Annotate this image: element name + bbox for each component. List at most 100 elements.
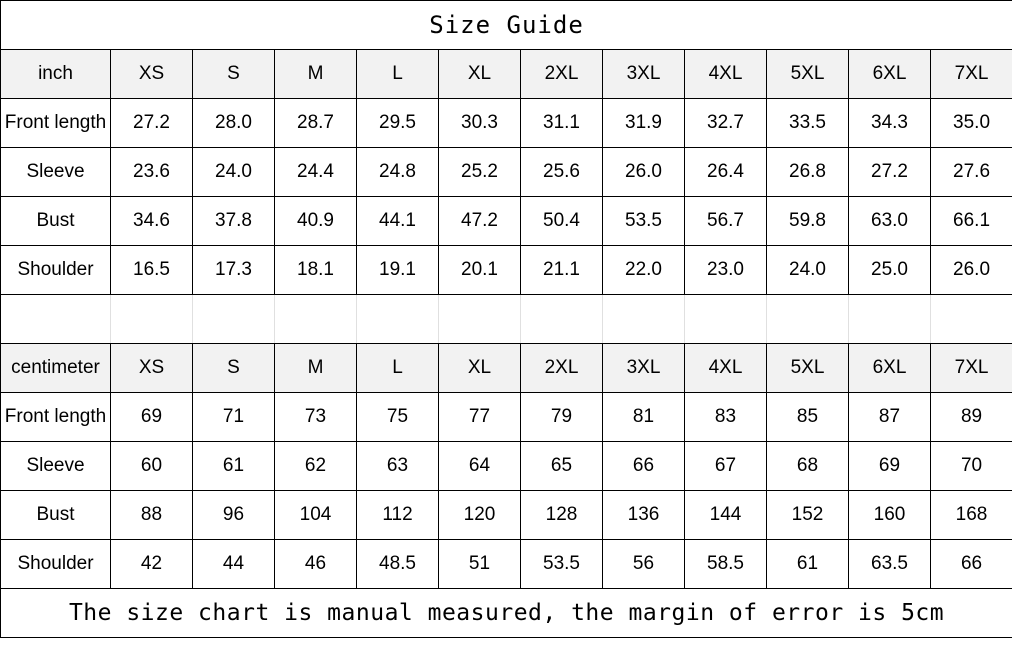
measurement-value: 44 <box>192 539 275 589</box>
measurement-value: 160 <box>848 490 931 540</box>
table-row: Bust 88 96 104 112 120 128 136 144 152 160 168 <box>0 490 1012 540</box>
measurement-value: 88 <box>110 490 193 540</box>
measurement-value: 136 <box>602 490 685 540</box>
table-row: Shoulder 16.5 17.3 18.1 19.1 20.1 21.1 22.0 23.0… <box>0 245 1012 295</box>
size-header: 7XL <box>929 49 1012 99</box>
measurement-value: 64 <box>438 441 521 491</box>
measurement-value: 62 <box>274 441 357 491</box>
title-row: Size Guide <box>0 0 1012 50</box>
measurement-label: Bust <box>0 196 111 246</box>
measurement-value: 40.9 <box>274 196 357 246</box>
size-header: S <box>192 343 275 393</box>
empty-cell <box>274 294 357 344</box>
measurement-value: 47.2 <box>438 196 521 246</box>
measurement-value: 68 <box>766 441 849 491</box>
measurement-value: 51 <box>438 539 521 589</box>
measurement-value: 22.0 <box>602 245 685 295</box>
measurement-value: 73 <box>274 392 357 442</box>
measurement-value: 31.1 <box>520 98 603 148</box>
measurement-value: 24.0 <box>766 245 849 295</box>
size-header: L <box>356 343 439 393</box>
measurement-label: Bust <box>0 490 111 540</box>
table-row: Shoulder 42 44 46 48.5 51 53.5 56 58.5 61 63.5 66 <box>0 539 1012 589</box>
measurement-value: 168 <box>929 490 1012 540</box>
measurement-value: 85 <box>766 392 849 442</box>
size-header: S <box>192 49 275 99</box>
measurement-label: Shoulder <box>0 245 111 295</box>
measurement-value: 23.6 <box>110 147 193 197</box>
table-row: Sleeve 60 61 62 63 64 65 66 67 68 69 70 <box>0 441 1012 491</box>
size-header: 3XL <box>602 49 685 99</box>
measurement-value: 152 <box>766 490 849 540</box>
inch-header-row: inch XS S M L XL 2XL 3XL 4XL 5XL 6XL 7XL <box>0 49 1012 99</box>
size-header: L <box>356 49 439 99</box>
measurement-value: 24.4 <box>274 147 357 197</box>
measurement-value: 37.8 <box>192 196 275 246</box>
measurement-value: 66.1 <box>929 196 1012 246</box>
table-title: Size Guide <box>0 0 1012 50</box>
measurement-value: 19.1 <box>356 245 439 295</box>
measurement-value: 21.1 <box>520 245 603 295</box>
empty-cell <box>602 294 685 344</box>
measurement-value: 65 <box>520 441 603 491</box>
empty-cell <box>684 294 767 344</box>
measurement-value: 28.0 <box>192 98 275 148</box>
size-header: XL <box>438 49 521 99</box>
measurement-value: 27.6 <box>929 147 1012 197</box>
measurement-value: 29.5 <box>356 98 439 148</box>
empty-cell <box>520 294 603 344</box>
measurement-value: 75 <box>356 392 439 442</box>
table-row: Front length 69 71 73 75 77 79 81 83 85 87 89 <box>0 392 1012 442</box>
size-header: XL <box>438 343 521 393</box>
empty-cell <box>766 294 849 344</box>
measurement-value: 96 <box>192 490 275 540</box>
measurement-value: 63 <box>356 441 439 491</box>
measurement-value: 48.5 <box>356 539 439 589</box>
measurement-value: 30.3 <box>438 98 521 148</box>
measurement-value: 25.0 <box>848 245 931 295</box>
measurement-value: 27.2 <box>848 147 931 197</box>
size-header: 2XL <box>520 49 603 99</box>
measurement-value: 26.0 <box>602 147 685 197</box>
footer-row: The size chart is manual measured, the m… <box>0 588 1012 638</box>
size-header: 5XL <box>766 343 849 393</box>
size-header: 2XL <box>520 343 603 393</box>
measurement-value: 60 <box>110 441 193 491</box>
measurement-value: 50.4 <box>520 196 603 246</box>
measurement-value: 26.0 <box>929 245 1012 295</box>
unit-label: inch <box>0 49 111 99</box>
size-header: 4XL <box>684 49 767 99</box>
measurement-value: 56 <box>602 539 685 589</box>
measurement-value: 120 <box>438 490 521 540</box>
measurement-value: 69 <box>848 441 931 491</box>
measurement-value: 89 <box>929 392 1012 442</box>
measurement-value: 28.7 <box>274 98 357 148</box>
measurement-value: 67 <box>684 441 767 491</box>
measurement-value: 24.0 <box>192 147 275 197</box>
measurement-value: 56.7 <box>684 196 767 246</box>
size-header: XS <box>110 49 193 99</box>
measurement-value: 83 <box>684 392 767 442</box>
measurement-label: Sleeve <box>0 147 111 197</box>
measurement-value: 112 <box>356 490 439 540</box>
spacer-row <box>0 294 1012 344</box>
size-header: M <box>274 343 357 393</box>
measurement-value: 128 <box>520 490 603 540</box>
measurement-label: Front length <box>0 98 111 148</box>
footer-note: The size chart is manual measured, the m… <box>0 588 1012 638</box>
measurement-value: 33.5 <box>766 98 849 148</box>
measurement-value: 46 <box>274 539 357 589</box>
centimeter-header-row: centimeter XS S M L XL 2XL 3XL 4XL 5XL 6XL 7XL <box>0 343 1012 393</box>
measurement-value: 77 <box>438 392 521 442</box>
table-row: Sleeve 23.6 24.0 24.4 24.8 25.2 25.6 26.0 26.4 26… <box>0 147 1012 197</box>
measurement-value: 20.1 <box>438 245 521 295</box>
measurement-value: 104 <box>274 490 357 540</box>
measurement-value: 24.8 <box>356 147 439 197</box>
measurement-value: 144 <box>684 490 767 540</box>
measurement-value: 27.2 <box>110 98 193 148</box>
measurement-value: 61 <box>766 539 849 589</box>
size-header: 6XL <box>848 343 931 393</box>
measurement-label: Shoulder <box>0 539 111 589</box>
measurement-value: 44.1 <box>356 196 439 246</box>
